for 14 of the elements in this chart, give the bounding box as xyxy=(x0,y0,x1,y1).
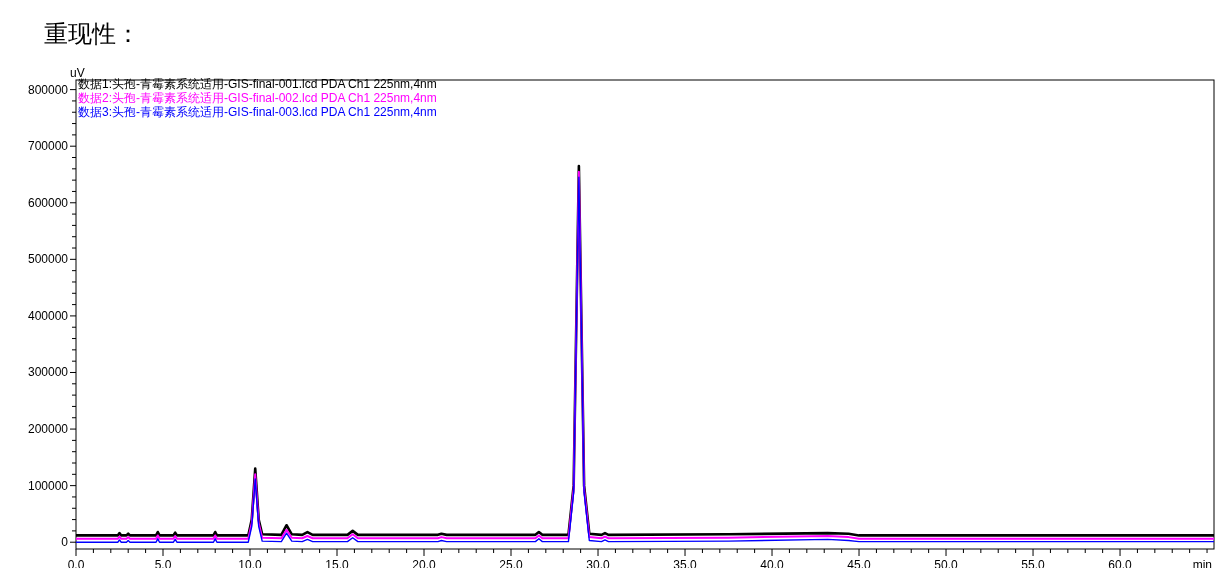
text: 数据1:头孢-青霉素系统适用-GIS-final-001.lcd PDA Ch1 225nm,4nm xyxy=(78,77,437,91)
y-tick-label: 500000 xyxy=(27,252,69,267)
y-tick-label: 300000 xyxy=(27,365,69,380)
chart-title: 重现性： xyxy=(44,20,140,48)
y-tick-label: 0 xyxy=(61,535,69,550)
y-tick-label: 700000 xyxy=(27,139,69,154)
y-axis-title: uV xyxy=(70,66,85,80)
y-tick-label: 600000 xyxy=(27,195,69,210)
y-tick-label: 800000 xyxy=(27,82,69,97)
y-tick-label: 400000 xyxy=(27,308,69,323)
text: 数据3:头孢-青霉素系统适用-GIS-final-003.lcd PDA Ch1 225nm,4nm xyxy=(78,105,437,119)
y-tick-label: 100000 xyxy=(27,478,69,493)
y-tick-label: 200000 xyxy=(27,422,69,437)
text: 数据2:头孢-青霉素系统适用-GIS-final-002.lcd PDA Ch1 225nm,4nm xyxy=(78,91,437,105)
